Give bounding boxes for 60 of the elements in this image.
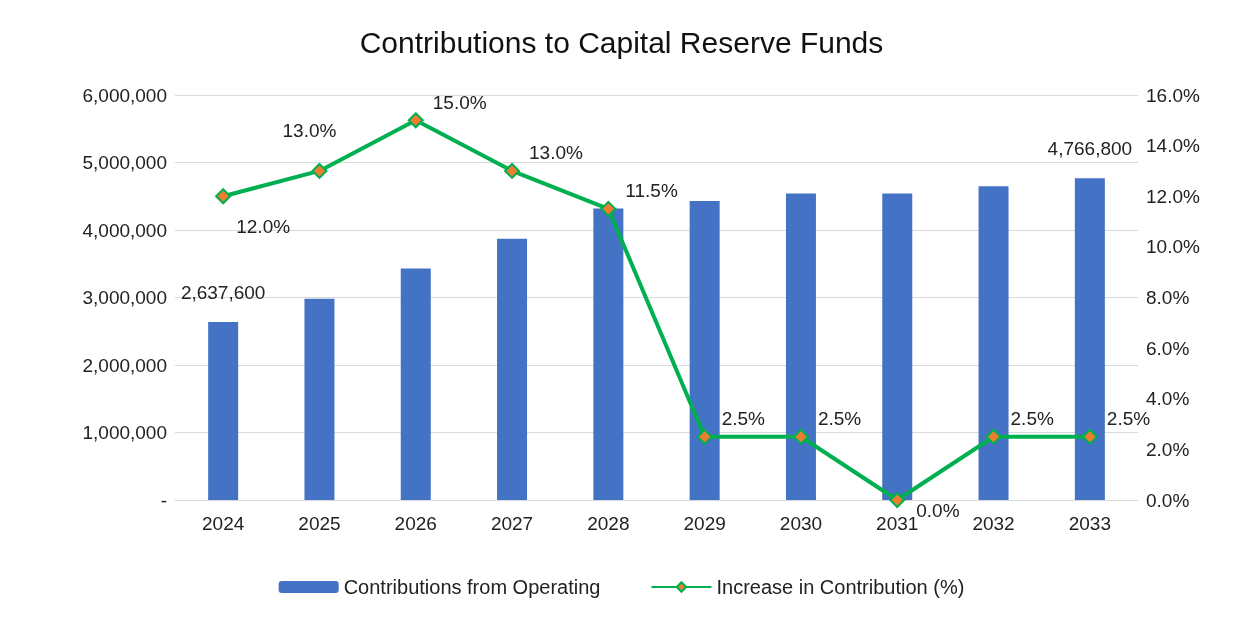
chart-title: Contributions to Capital Reserve Funds [359, 25, 884, 59]
y2-tick-label: 4.0% [1146, 388, 1190, 410]
bar [689, 200, 720, 500]
x-tick-label: 2032 [972, 513, 1015, 534]
y2-tick-label: 8.0% [1146, 287, 1190, 308]
data-label: 11.5% [625, 180, 678, 202]
bar [593, 208, 624, 500]
y-tick-label: 4,000,000 [82, 219, 167, 241]
point [889, 492, 906, 508]
data-label: 2.5% [817, 408, 862, 430]
point [407, 112, 424, 129]
point [985, 428, 1002, 445]
y-tick-label: 2,000,000 [82, 354, 167, 376]
y-tick-label: 3,000,000 [82, 287, 167, 308]
data-label: 2,637,600 [180, 281, 266, 303]
bar [400, 268, 431, 500]
y2-tick-label: 12.0% [1146, 185, 1200, 207]
data-label: 0.0% [916, 499, 960, 521]
y-tick-label: 5,000,000 [82, 152, 167, 173]
bar [497, 238, 528, 500]
y2-tick-label: 2.0% [1146, 438, 1190, 460]
bar [304, 298, 335, 500]
data-label: 2.5% [721, 408, 766, 430]
data-label: 2.5% [1010, 408, 1054, 430]
y-tick-label: - [160, 489, 167, 511]
point [215, 188, 232, 205]
legend-label: Contributions from Operating [343, 576, 601, 598]
point [792, 428, 809, 445]
x-tick-label: 2025 [298, 513, 341, 534]
x-tick-label: 2026 [394, 513, 437, 534]
bar [208, 321, 239, 500]
x-tick-label: 2024 [202, 513, 245, 534]
bar [1074, 178, 1105, 500]
y-tick-label: 6,000,000 [82, 84, 167, 106]
data-label: 15.0% [432, 91, 487, 113]
data-label: 2.5% [1106, 408, 1151, 430]
data-label: 13.0% [529, 142, 584, 164]
x-tick-label: 2029 [683, 513, 726, 534]
data-label: 13.0% [282, 119, 337, 141]
bar [882, 193, 913, 500]
y2-tick-label: 0.0% [1146, 489, 1190, 511]
point [1081, 428, 1098, 445]
bar [978, 186, 1009, 500]
y2-tick-label: 16.0% [1146, 84, 1200, 106]
data-label: 12.0% [236, 216, 291, 238]
y2-tick-label: 6.0% [1146, 337, 1190, 359]
x-tick-label: 2027 [490, 513, 534, 534]
bar [785, 193, 816, 500]
point [504, 162, 521, 179]
y2-tick-label: 10.0% [1146, 236, 1200, 258]
point [696, 428, 713, 445]
y2-tick-label: 14.0% [1146, 135, 1200, 157]
point [600, 200, 617, 217]
data-label: 4,766,800 [1047, 138, 1133, 160]
point [311, 162, 328, 179]
y-tick-label: 1,000,000 [82, 422, 167, 443]
legend-label: Increase in Contribution (%) [716, 576, 965, 598]
x-tick-label: 2028 [587, 513, 630, 534]
x-tick-label: 2033 [1068, 513, 1111, 534]
x-tick-label: 2030 [779, 513, 823, 534]
